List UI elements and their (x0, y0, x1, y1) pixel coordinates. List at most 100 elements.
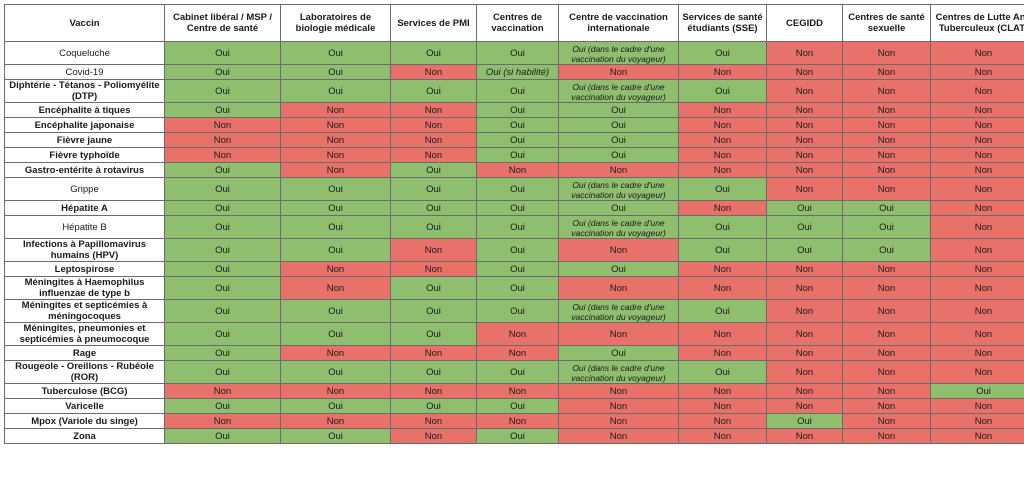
availability-cell: Non (842, 413, 931, 429)
availability-cell: Non (476, 413, 559, 429)
vaccine-name: Tuberculose (BCG) (4, 383, 165, 399)
availability-cell: Oui (476, 299, 559, 323)
vaccination-table: Vaccin Cabinet libéral / MSP / Centre de… (4, 4, 1024, 444)
availability-cell: Non (678, 132, 767, 148)
availability-cell: Non (842, 398, 931, 414)
availability-cell: Non (678, 322, 767, 346)
availability-cell: Oui (678, 238, 767, 262)
availability-cell: Oui (164, 276, 281, 300)
availability-cell: Oui (390, 200, 477, 216)
availability-cell: Oui (390, 360, 477, 384)
availability-cell: Oui (476, 132, 559, 148)
availability-cell: Oui (390, 162, 477, 178)
availability-cell: Oui (dans le cadre d'une vaccination du … (558, 360, 679, 384)
availability-cell: Non (766, 147, 843, 163)
availability-cell: Non (558, 413, 679, 429)
vaccine-name: Méningites, pneumonies et septicémies à … (4, 322, 165, 346)
availability-cell: Oui (164, 398, 281, 414)
vaccine-name: Gastro-entérite à rotavirus (4, 162, 165, 178)
availability-cell: Oui (842, 200, 931, 216)
availability-cell: Non (678, 200, 767, 216)
availability-cell: Oui (766, 238, 843, 262)
availability-cell: Non (930, 200, 1024, 216)
availability-cell: Non (766, 117, 843, 133)
availability-cell: Oui (164, 299, 281, 323)
availability-cell: Oui (164, 200, 281, 216)
availability-cell: Non (842, 383, 931, 399)
availability-cell: Oui (280, 41, 391, 65)
availability-cell: Non (842, 41, 931, 65)
vaccine-name: Varicelle (4, 398, 165, 414)
availability-cell: Oui (280, 360, 391, 384)
availability-cell: Oui (dans le cadre d'une vaccination du … (558, 177, 679, 201)
table-row: Grippe Oui Oui Oui Oui Oui (dans le cadre d'u… (4, 177, 1024, 201)
table-row: Rougeole - Oreillons - Rubéole (ROR) Oui O… (4, 360, 1024, 384)
vaccine-name: Grippe (4, 177, 165, 201)
table-row: Méningites, pneumonies et septicémies à … (4, 322, 1024, 346)
availability-cell: Oui (476, 147, 559, 163)
availability-cell: Non (766, 428, 843, 444)
availability-cell: Oui (476, 276, 559, 300)
availability-cell: Oui (si habilité) (476, 64, 559, 80)
availability-cell: Oui (280, 322, 391, 346)
vaccine-name: Méningites et septicémies à méningocoque… (4, 299, 165, 323)
availability-cell: Non (558, 64, 679, 80)
availability-cell: Non (390, 147, 477, 163)
availability-cell: Non (930, 132, 1024, 148)
vaccine-name: Covid-19 (4, 64, 165, 80)
availability-cell: Non (766, 345, 843, 361)
table-row: Hépatite B Oui Oui Oui Oui Oui (dans le cadre… (4, 215, 1024, 239)
availability-cell: Non (766, 360, 843, 384)
availability-cell: Oui (280, 428, 391, 444)
availability-cell: Oui (164, 322, 281, 346)
availability-cell: Non (842, 261, 931, 277)
availability-cell: Oui (280, 64, 391, 80)
availability-cell: Non (280, 413, 391, 429)
availability-cell: Non (164, 413, 281, 429)
table-row: Fièvre jaune Non Non Non Oui Oui Non Non Non Non (4, 132, 1024, 148)
table-row: Gastro-entérite à rotavirus Oui Non Oui Non N… (4, 162, 1024, 178)
availability-cell: Non (766, 162, 843, 178)
availability-cell: Oui (164, 261, 281, 277)
availability-cell: Oui (164, 215, 281, 239)
availability-cell: Oui (558, 200, 679, 216)
table-row: Leptospirose Oui Non Non Oui Oui Non Non Non Non (4, 261, 1024, 277)
availability-cell: Non (842, 177, 931, 201)
availability-cell: Oui (390, 322, 477, 346)
table-row: Méningites à Haemophilus influenzae de t… (4, 276, 1024, 300)
table-row: Varicelle Oui Oui Oui Oui Non Non Non Non Non (4, 398, 1024, 414)
table-row: Hépatite A Oui Oui Oui Oui Oui Non Oui Oui Non (4, 200, 1024, 216)
availability-cell: Oui (dans le cadre d'une vaccination du … (558, 299, 679, 323)
availability-cell: Non (766, 322, 843, 346)
availability-cell: Non (766, 299, 843, 323)
header-centres-sante-sexuelle: Centres de santé sexuelle (842, 4, 931, 42)
vaccination-table-container: Vaccin Cabinet libéral / MSP / Centre de… (4, 4, 1024, 475)
availability-cell: Non (280, 117, 391, 133)
availability-cell: Non (766, 261, 843, 277)
availability-cell: Non (558, 276, 679, 300)
availability-cell: Oui (476, 360, 559, 384)
availability-cell: Non (678, 162, 767, 178)
availability-cell: Non (930, 299, 1024, 323)
availability-cell: Non (678, 413, 767, 429)
availability-cell: Non (842, 299, 931, 323)
availability-cell: Oui (558, 261, 679, 277)
availability-cell-label: Oui (dans le cadre d'une vaccination du … (561, 300, 676, 322)
availability-cell: Oui (390, 79, 477, 103)
availability-cell: Non (930, 147, 1024, 163)
availability-cell: Oui (766, 215, 843, 239)
availability-cell: Non (842, 102, 931, 118)
availability-cell: Oui (164, 79, 281, 103)
table-row: Infections à Papillomavirus humains (HPV… (4, 238, 1024, 262)
vaccine-name: Fièvre jaune (4, 132, 165, 148)
availability-cell: Non (930, 238, 1024, 262)
availability-cell: Oui (280, 215, 391, 239)
availability-cell: Non (842, 79, 931, 103)
availability-cell: Oui (476, 177, 559, 201)
availability-cell: Non (842, 345, 931, 361)
availability-cell-label: Oui (dans le cadre d'une vaccination du … (561, 80, 676, 102)
availability-cell: Oui (558, 147, 679, 163)
availability-cell: Oui (766, 413, 843, 429)
availability-cell: Oui (280, 79, 391, 103)
availability-cell: Oui (280, 238, 391, 262)
